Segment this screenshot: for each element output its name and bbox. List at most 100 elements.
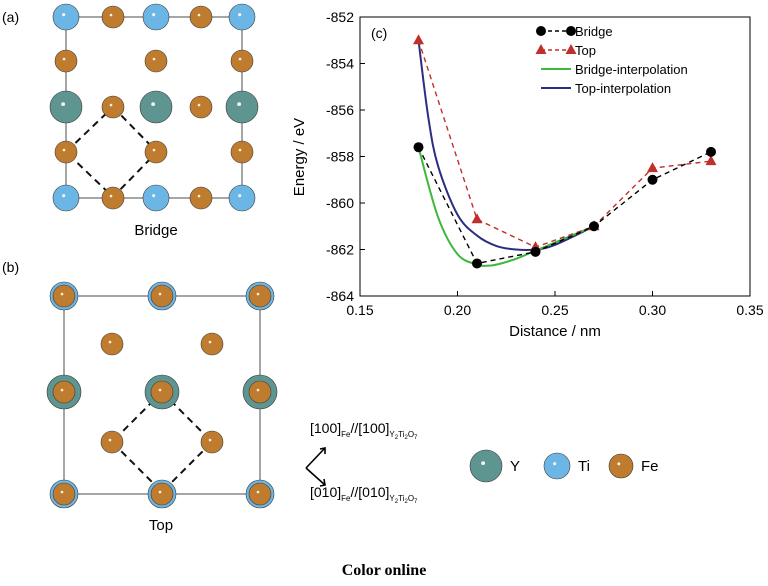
fe-atom <box>189 95 213 119</box>
ti-atom <box>52 3 80 31</box>
panel-a-structure <box>49 3 259 212</box>
data-point-top <box>471 213 483 224</box>
ti-atom <box>228 184 256 212</box>
y-atom-highlight <box>237 102 242 107</box>
data-point-bridge <box>472 258 482 269</box>
fe-atom <box>100 332 124 356</box>
y-tick-label: -862 <box>326 242 354 258</box>
fe-atom-highlight <box>108 438 112 442</box>
legend-atom-fe <box>608 453 634 479</box>
y-tick-label: -864 <box>326 288 354 304</box>
fe-atom-highlight <box>256 490 260 494</box>
x-tick-label: 0.15 <box>346 302 373 318</box>
legend-atom-fe-highlight <box>617 462 621 466</box>
x-tick-label: 0.25 <box>541 302 568 318</box>
fe-atom-highlight <box>256 292 260 296</box>
y-tick-label: -860 <box>326 195 354 211</box>
fe-atom-highlight <box>208 340 212 344</box>
fe-atom <box>248 482 272 506</box>
legend-atom-y-highlight <box>481 461 486 466</box>
fe-atom <box>150 380 174 404</box>
fe-atom-highlight <box>152 148 156 152</box>
ti-atom-highlight <box>238 194 242 198</box>
fe-atom <box>230 140 254 164</box>
ti-atom <box>142 3 170 31</box>
fe-atom-highlight <box>60 292 64 296</box>
fe-atom-highlight <box>152 57 156 61</box>
panel-label-b: (b) <box>2 259 19 275</box>
series-line-bridge-interpolation <box>417 146 595 267</box>
x-axis-label: Distance / nm <box>509 323 601 340</box>
fe-atom-highlight <box>60 388 64 392</box>
fe-atom-highlight <box>256 388 260 392</box>
fe-atom <box>248 380 272 404</box>
fe-atom <box>144 140 168 164</box>
fe-atom <box>52 482 76 506</box>
ti-atom <box>228 3 256 31</box>
ti-atom <box>52 184 80 212</box>
fe-atom <box>189 5 213 29</box>
y-atom <box>139 90 173 124</box>
data-point-bridge <box>413 142 424 153</box>
fe-atom-highlight <box>60 490 64 494</box>
panel-b-structure <box>46 281 278 509</box>
fe-atom <box>54 140 78 164</box>
arrow-010 <box>305 467 326 487</box>
fe-atom <box>150 482 174 506</box>
ti-atom-highlight <box>152 13 156 17</box>
data-point-bridge <box>530 246 541 257</box>
ti-atom-highlight <box>152 194 156 198</box>
fe-atom <box>144 49 168 73</box>
legend-label-top: Top <box>575 43 596 58</box>
fe-atom <box>100 430 124 454</box>
panel-label-c: (c) <box>371 25 387 41</box>
legend-atom-ti <box>543 452 571 480</box>
fe-atom-highlight <box>158 490 162 494</box>
fe-atom-highlight <box>62 57 66 61</box>
legend-marker-top <box>565 44 577 54</box>
fe-atom <box>101 186 125 210</box>
fe-atom-highlight <box>108 340 112 344</box>
arrow-100 <box>305 447 326 469</box>
fe-atom-highlight <box>197 13 201 17</box>
y-atom <box>225 90 259 124</box>
orientation-arrows <box>305 447 326 487</box>
fe-atom <box>200 430 224 454</box>
fe-atom <box>101 5 125 29</box>
data-point-top <box>705 155 717 166</box>
atom-legend: Y Ti Fe <box>469 449 659 483</box>
fe-atom <box>52 380 76 404</box>
x-tick-label: 0.35 <box>736 302 763 318</box>
fe-atom <box>189 186 213 210</box>
panel-b-caption: Top <box>149 517 173 534</box>
legend-atom-label-fe: Fe <box>641 458 659 475</box>
fe-atom-highlight <box>62 148 66 152</box>
y-axis-label: Energy / eV <box>291 118 308 196</box>
data-point-top <box>413 34 424 45</box>
energy-distance-chart: (c) 0.15 0.20 0.25 0.30 0.35 -852 -854 -856 -858 -… <box>291 9 764 340</box>
y-atom-highlight <box>61 102 66 107</box>
legend-marker-bridge <box>536 26 546 36</box>
dashed-square-a <box>64 105 159 199</box>
legend-label-top-interpolation: Top-interpolation <box>575 81 671 96</box>
legend-label-bridge: Bridge <box>575 24 613 39</box>
legend-marker-bridge <box>566 26 576 36</box>
fe-atom-highlight <box>109 194 113 198</box>
legend-atom-label-ti: Ti <box>578 458 590 475</box>
x-tick-label: 0.30 <box>639 302 666 318</box>
orientation-line-1: [100]Fe//[100]Y2Ti2O7 <box>310 420 418 441</box>
series-line-bridge <box>417 146 712 265</box>
fe-atom <box>200 332 224 356</box>
legend-atom-y <box>469 449 503 483</box>
fe-atom-highlight <box>109 13 113 17</box>
legend-label-bridge-interpolation: Bridge-interpolation <box>575 62 688 77</box>
fe-atom-highlight <box>197 103 201 107</box>
fe-atom-highlight <box>197 194 201 198</box>
y-tick-label: -854 <box>326 56 354 72</box>
panel-label-a: (a) <box>2 9 19 25</box>
fe-atom-highlight <box>238 148 242 152</box>
fe-atom <box>54 49 78 73</box>
ti-atom-highlight <box>62 194 66 198</box>
fe-atom-highlight <box>158 292 162 296</box>
